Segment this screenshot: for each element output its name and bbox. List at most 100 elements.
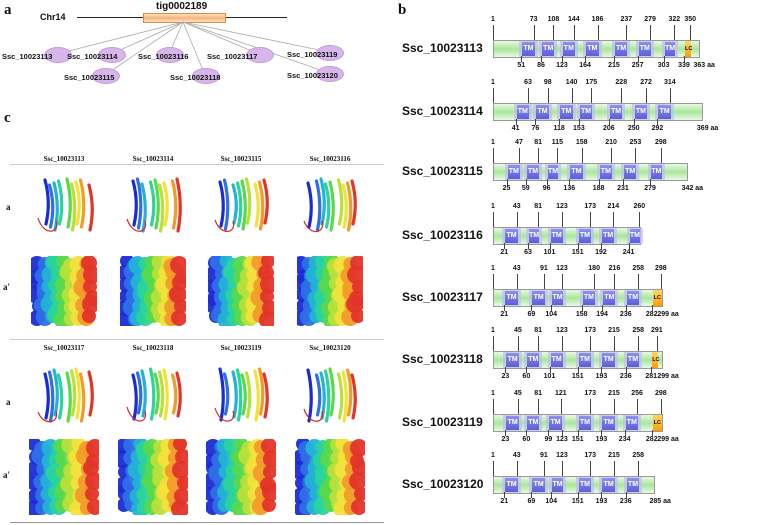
- position-top-label: 298: [654, 139, 667, 146]
- tm-domain: TM: [527, 353, 540, 367]
- protein-length-label: 299 aa: [657, 436, 679, 443]
- helix: [235, 368, 243, 422]
- position-bottom-label: 104: [545, 498, 558, 505]
- tm-domain: TM: [578, 353, 592, 367]
- position-bottom-label: 257: [631, 62, 644, 69]
- helix: [314, 179, 322, 232]
- position-top-label: 121: [554, 390, 567, 397]
- protein-bar: TM TM TM TM TM TM TM LC: [493, 40, 700, 58]
- tm-domain: TM: [529, 229, 540, 243]
- helix: [131, 179, 138, 227]
- position-tick: [577, 367, 579, 373]
- position-bottom-label: 151: [571, 249, 584, 256]
- gene-node: [316, 66, 344, 82]
- position-tick: [601, 430, 603, 436]
- position-tick: [493, 399, 494, 414]
- tm-domain: TM: [664, 42, 676, 56]
- position-tick: [504, 492, 506, 498]
- tm-domain: TM: [579, 105, 593, 119]
- loop: [37, 217, 58, 232]
- position-tick: [573, 25, 575, 40]
- position-bottom-label: 118: [553, 125, 565, 132]
- helix: [218, 180, 225, 228]
- position-bottom-label: 279: [644, 185, 656, 192]
- position-tick: [585, 56, 587, 62]
- position-bottom-label: 123: [556, 436, 568, 443]
- surface-blob: [83, 265, 97, 284]
- tm-domain: TM: [625, 416, 639, 430]
- position-bottom-label: 51: [517, 62, 526, 69]
- tm-domain: TM: [542, 42, 555, 56]
- structure-name: Ssc_10023116: [309, 155, 351, 163]
- protein-bar: TM TM TM TM TM TM LC: [493, 289, 664, 307]
- position-tick: [559, 119, 561, 125]
- helix: [253, 182, 260, 228]
- helix: [170, 373, 178, 415]
- position-tick: [577, 492, 579, 498]
- protein-name: Ssc_10023117: [402, 290, 483, 304]
- protein-length-label: 285 aa: [649, 498, 671, 505]
- structure-name: Ssc_10023117: [43, 344, 85, 352]
- helix: [306, 181, 313, 229]
- position-tick: [546, 179, 548, 185]
- position-tick: [547, 88, 549, 103]
- position-top-label: 81: [534, 139, 543, 146]
- protein-bar: TM TM TM TM TM TM LC: [493, 414, 664, 432]
- contig-label: tig0002189: [156, 1, 208, 12]
- position-tick: [651, 367, 653, 373]
- helix: [244, 177, 252, 225]
- protein-name: Ssc_10023120: [402, 477, 484, 491]
- position-bottom-label: 23: [501, 373, 510, 380]
- helix: [65, 371, 72, 423]
- position-bottom-label: 236: [619, 311, 632, 318]
- helix: [148, 180, 156, 227]
- protein-length-label: 369 aa: [696, 125, 719, 132]
- gene-node-label: Ssc_10023113: [2, 52, 53, 61]
- surface-blob: [346, 295, 363, 314]
- tm-domain: TM: [578, 478, 592, 492]
- position-tick: [553, 25, 555, 40]
- surface-blob: [354, 487, 365, 501]
- position-bottom-label: 151: [571, 373, 584, 380]
- surface-structure: [120, 256, 186, 326]
- position-tick: [638, 461, 640, 476]
- position-top-label: 91: [539, 452, 548, 459]
- chromosome-label: Chr14: [40, 12, 66, 22]
- structure-name: Ssc_10023120: [309, 344, 351, 352]
- protein-name: Ssc_10023113: [402, 41, 483, 55]
- panel-c-divider-top: [10, 164, 384, 165]
- position-top-label: 81: [534, 327, 543, 334]
- helix: [262, 372, 269, 419]
- protein-bar: TM TM TM TM TM TM TM: [493, 163, 688, 181]
- tm-domain: TM: [623, 165, 637, 179]
- ribbon-structure: [37, 177, 94, 232]
- surface-blob: [85, 472, 99, 490]
- ribbon-structure: [303, 177, 357, 233]
- helix: [314, 373, 322, 417]
- helix: [78, 178, 86, 229]
- position-top-label: 258: [632, 327, 645, 334]
- tm-domain: TM: [602, 353, 615, 367]
- position-bottom-label: 104: [545, 311, 558, 318]
- helix: [78, 372, 86, 423]
- tm-domain: TM: [505, 291, 518, 305]
- position-tick: [516, 461, 518, 476]
- position-top-label: 180: [588, 265, 600, 272]
- position-tick: [561, 56, 563, 62]
- tm-domain: TM: [582, 291, 596, 305]
- helix: [345, 181, 353, 232]
- structure-name: Ssc_10023115: [220, 155, 262, 163]
- row-label-surface-1: a': [3, 282, 11, 292]
- position-bottom-label: 281: [645, 373, 658, 380]
- position-tick: [646, 88, 648, 103]
- helix: [135, 371, 143, 415]
- position-top-label: 215: [608, 452, 620, 459]
- position-tick: [561, 336, 563, 351]
- structure-name: Ssc_10023118: [132, 344, 174, 352]
- gene-node: [156, 47, 184, 63]
- position-tick: [608, 119, 610, 125]
- position-bottom-label: 192: [595, 249, 607, 256]
- position-tick: [506, 179, 508, 185]
- gene-node: [44, 47, 72, 63]
- surface-blob: [175, 449, 188, 465]
